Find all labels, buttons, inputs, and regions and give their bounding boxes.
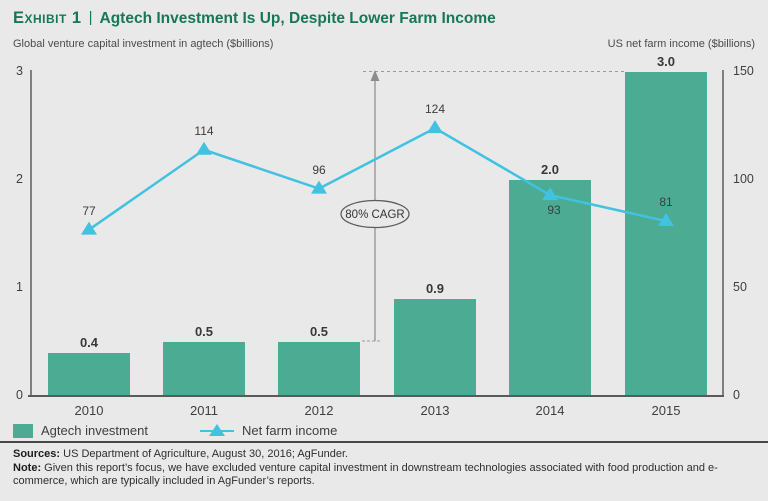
x-axis-tick: 2014 (535, 403, 565, 418)
y-axis-tick-right: 50 (733, 280, 747, 294)
y-axis-right-line (722, 70, 724, 397)
left-axis-title: Global venture capital investment in agt… (13, 38, 274, 50)
cagr-label: 80% CAGR (345, 209, 404, 221)
bar-value-label: 0.5 (194, 324, 214, 339)
line-value-label: 93 (547, 203, 561, 218)
sources-text: US Department of Agriculture, August 30,… (63, 448, 349, 460)
bar-value-label: 0.9 (425, 280, 445, 296)
title-separator: | (88, 9, 93, 26)
y-axis-tick-left: 0 (16, 388, 23, 402)
cagr-arrowhead (370, 70, 380, 81)
legend-label: Net farm income (241, 423, 338, 438)
bar-value-label: 0.5 (309, 324, 329, 339)
right-axis-title: US net farm income ($billions) (607, 38, 755, 50)
line-value-label: 81 (659, 195, 673, 210)
bar (394, 298, 476, 395)
y-axis-tick-right: 150 (733, 64, 754, 78)
y-axis-tick-left: 3 (16, 64, 23, 78)
x-axis-tick: 2015 (651, 403, 681, 418)
triangle-marker (81, 221, 97, 235)
cagr-oval (340, 199, 410, 229)
triangle-marker (427, 120, 443, 134)
bar-value-label: 2.0 (540, 162, 560, 177)
y-axis-tick-left: 1 (16, 280, 23, 294)
line-value-label: 96 (312, 162, 326, 177)
title-row: Exhibit 1 | Agtech Investment Is Up, Des… (13, 9, 496, 28)
legend-item-agtech-investment: Agtech investment (13, 423, 148, 438)
bar-swatch-icon (13, 423, 33, 438)
x-axis-tick: 2013 (420, 403, 450, 418)
bar (278, 342, 360, 395)
legend-item-net-farm-income: Net farm income (148, 423, 337, 438)
bar (163, 342, 245, 395)
sources-label: Sources: (13, 448, 61, 460)
line-value-label: 77 (82, 203, 96, 218)
triangle-marker (311, 180, 327, 194)
x-axis-tick: 2011 (190, 403, 218, 418)
bar (625, 72, 707, 395)
legend-label: Agtech investment (41, 423, 148, 438)
footer: Sources: US Department of Agriculture, A… (13, 448, 755, 489)
y-axis-left-line (30, 70, 32, 397)
x-axis-tick: 2012 (304, 403, 334, 418)
line-value-label: 114 (194, 123, 214, 138)
y-axis-tick-left: 2 (16, 172, 23, 186)
bar-value-label: 3.0 (656, 54, 676, 69)
note-text: Given this report’s focus, we have exclu… (13, 461, 718, 488)
bar-value-label: 0.4 (79, 334, 99, 350)
triangle-line-icon (199, 423, 234, 438)
note-line: Note: Given this report’s focus, we have… (13, 462, 755, 489)
y-axis-tick-right: 100 (733, 172, 754, 186)
x-axis-tick: 2010 (74, 403, 104, 418)
line-value-label: 124 (424, 102, 446, 117)
x-axis-line (28, 395, 724, 397)
bar (48, 352, 130, 395)
footer-divider (0, 441, 768, 443)
chart-legend: Agtech investment Net farm income (13, 423, 337, 438)
note-label: Note: (13, 461, 42, 474)
y-axis-tick-right: 0 (733, 388, 740, 402)
page-title: Agtech Investment Is Up, Despite Lower F… (99, 10, 496, 27)
sources-line: Sources: US Department of Agriculture, A… (13, 448, 755, 462)
triangle-marker (196, 141, 212, 155)
exhibit-label: Exhibit 1 (13, 9, 82, 27)
